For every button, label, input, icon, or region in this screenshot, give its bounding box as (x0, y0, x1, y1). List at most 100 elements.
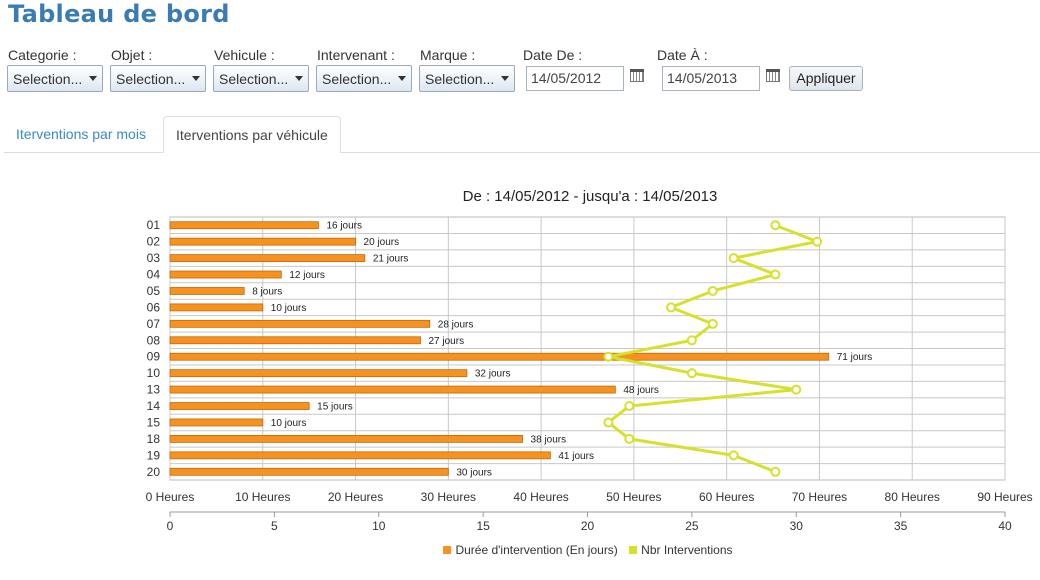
marque-select[interactable]: Selection... (419, 65, 515, 92)
x-axis-count-tick-label: 10 (372, 519, 386, 533)
date-a-label: Date À : (657, 47, 708, 63)
duree-bar (169, 451, 551, 460)
x-axis-heures-tick-label: 10 Heures (235, 490, 290, 504)
nbr-interventions-point (770, 220, 781, 231)
y-axis-category-label: 13 (147, 383, 161, 397)
calendar-icon[interactable] (766, 69, 780, 82)
nbr-interventions-point (707, 318, 718, 329)
chart-legend: Durée d'intervention (En jours) Nbr Inte… (0, 543, 1040, 557)
nbr-interventions-point (707, 285, 718, 296)
duree-bar-data-label: 15 jours (317, 402, 353, 413)
duree-bar-data-label: 32 jours (475, 369, 511, 380)
duree-bar-data-label: 21 jours (373, 254, 409, 265)
nbr-interventions-point (603, 417, 614, 428)
categorie-select[interactable]: Selection... (7, 65, 103, 92)
x-axis-count-tick-label: 30 (790, 519, 804, 533)
nbr-interventions-line (606, 223, 819, 474)
nbr-interventions-point (666, 302, 676, 313)
x-axis-heures-tick-label: 30 Heures (421, 490, 476, 504)
y-axis-category-label: 18 (147, 432, 161, 446)
chevron-down-icon (89, 76, 97, 81)
vehicule-select[interactable]: Selection... (213, 65, 309, 92)
legend-item-nbr[interactable]: Nbr Interventions (629, 543, 733, 557)
x-axis-count-tick-label: 25 (685, 519, 699, 533)
x-axis-count-tick-label: 15 (476, 519, 490, 533)
nbr-interventions-point (770, 466, 781, 477)
x-axis-count-tick-label: 5 (271, 519, 278, 533)
chevron-down-icon (398, 76, 406, 81)
duree-bar (169, 270, 282, 279)
duree-bar-data-label: 30 jours (456, 467, 492, 478)
duree-bar-data-label: 10 jours (271, 303, 307, 314)
duree-bar (169, 303, 264, 312)
y-axis-category-label: 14 (147, 399, 161, 413)
chevron-down-icon (501, 76, 509, 81)
intervenant-select-value: Selection... (322, 71, 392, 87)
y-axis-category-label: 08 (147, 333, 161, 347)
x-axis-heures-tick-label: 80 Heures (885, 490, 940, 504)
date-a-input[interactable]: 14/05/2013 (662, 66, 760, 91)
nbr-interventions-point (603, 351, 614, 362)
duree-bar-data-label: 10 jours (271, 418, 307, 429)
duree-bar (169, 435, 523, 443)
x-axis-heures-tick-label: 20 Heures (328, 490, 383, 504)
duree-bar (169, 369, 468, 378)
duree-bar-data-label: 28 jours (438, 319, 474, 330)
objet-label: Objet : (111, 47, 153, 63)
y-axis-category-label: 20 (147, 465, 161, 479)
objet-select[interactable]: Selection... (110, 65, 206, 92)
nbr-interventions-point (812, 236, 823, 247)
duree-bar-data-label: 38 jours (531, 434, 567, 445)
y-axis-category-label: 04 (147, 268, 161, 282)
legend-swatch-line (629, 546, 638, 554)
tab-interventions-par-vehicule[interactable]: Iterventions par véhicule (163, 116, 341, 153)
duree-bar (169, 221, 319, 230)
legend-item-duree[interactable]: Durée d'intervention (En jours) (443, 543, 618, 557)
objet-select-value: Selection... (116, 71, 186, 87)
duree-bar (169, 418, 264, 427)
y-axis-category-label: 05 (147, 284, 161, 298)
y-axis-category-label: 01 (147, 218, 161, 232)
duree-bar (169, 352, 830, 361)
vehicule-label: Vehicule : (214, 47, 275, 63)
duree-bar (169, 254, 366, 262)
y-axis-category-label: 06 (147, 300, 161, 314)
legend-label-duree: Durée d'intervention (En jours) (455, 543, 618, 557)
date-de-label: Date De : (523, 47, 583, 63)
date-de-input[interactable]: 14/05/2012 (526, 66, 624, 91)
duree-bar (169, 402, 310, 410)
y-axis-category-label: 15 (147, 415, 161, 429)
duree-bar-data-label: 48 jours (623, 385, 659, 396)
tab-interventions-par-mois[interactable]: Iterventions par mois (16, 126, 146, 142)
categorie-label: Categorie : (8, 47, 77, 63)
x-axis-count-tick-label: 40 (998, 519, 1012, 533)
nbr-interventions-point (728, 450, 739, 461)
duree-bar-data-label: 71 jours (837, 352, 873, 363)
duree-bar-data-label: 20 jours (364, 237, 400, 248)
calendar-icon[interactable] (630, 69, 644, 82)
page-title: Tableau de bord (8, 0, 230, 28)
x-axis-count-tick-label: 35 (894, 519, 908, 533)
y-axis-category-label: 03 (147, 251, 161, 265)
nbr-interventions-point (686, 335, 697, 346)
y-axis-category-label: 10 (147, 366, 161, 380)
x-axis-heures-tick-label: 40 Heures (513, 490, 568, 504)
nbr-interventions-point (770, 269, 781, 280)
duree-bar (169, 287, 245, 295)
intervenant-label: Intervenant : (317, 47, 395, 63)
nbr-interventions-point (686, 368, 697, 379)
y-axis-category-label: 02 (147, 235, 161, 249)
marque-label: Marque : (420, 47, 476, 63)
duree-bar (169, 319, 431, 328)
nbr-interventions-point (624, 401, 635, 412)
x-axis-heures-tick-label: 90 Heures (977, 490, 1032, 504)
legend-label-nbr: Nbr Interventions (641, 543, 733, 557)
categorie-select-value: Selection... (13, 71, 83, 87)
x-axis-heures-tick-label: 60 Heures (699, 490, 754, 504)
chevron-down-icon (192, 76, 200, 81)
apply-button[interactable]: Appliquer (789, 66, 863, 91)
intervenant-select[interactable]: Selection... (316, 65, 412, 92)
y-axis-category-label: 09 (147, 350, 161, 364)
x-axis-count-tick-label: 0 (167, 519, 174, 533)
